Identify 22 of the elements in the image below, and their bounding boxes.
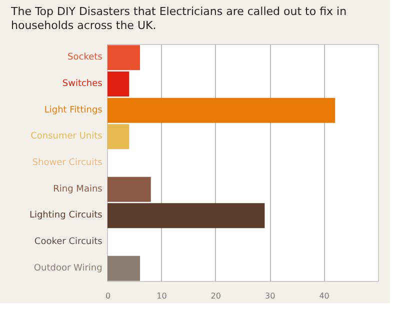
y-tick-label: Shower Circuits <box>32 158 103 168</box>
y-tick-label: Sockets <box>68 52 103 62</box>
y-tick-label: Ring Mains <box>53 184 103 194</box>
bar <box>108 44 140 70</box>
x-tick-label: 40 <box>319 291 330 300</box>
y-tick-label: Consumer Units <box>30 131 103 142</box>
bar <box>108 124 130 149</box>
x-tick-label: 10 <box>156 291 167 300</box>
x-tick-label: 0 <box>106 291 111 300</box>
x-tick-label: 20 <box>210 291 221 300</box>
bar <box>108 255 140 280</box>
y-tick-label: Cooker Circuits <box>34 236 103 246</box>
y-tick-label: Switches <box>62 78 103 88</box>
bar <box>108 202 265 228</box>
y-tick-label: Outdoor Wiring <box>34 262 102 273</box>
x-tick-label: 30 <box>265 291 276 300</box>
bar <box>108 176 151 202</box>
y-tick-label: Light Fittings <box>44 104 103 115</box>
y-tick-label: Lighting Circuits <box>29 210 103 220</box>
bar <box>108 70 130 96</box>
chart-title: The Top DIY Disasters that Electricians are called out to fix in households across the UK. <box>11 5 348 32</box>
bar <box>108 97 336 122</box>
